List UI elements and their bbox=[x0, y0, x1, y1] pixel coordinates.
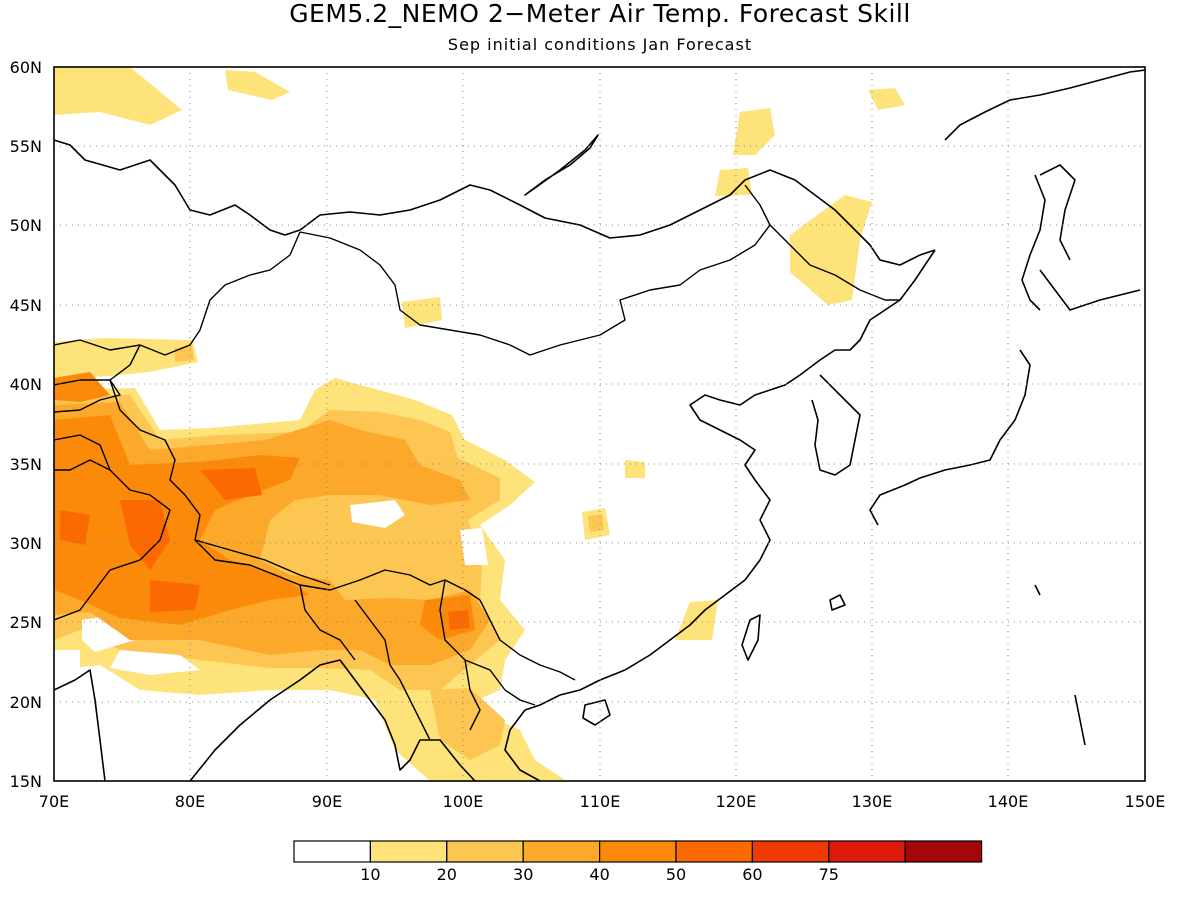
lon-tick-label: 120E bbox=[716, 792, 757, 811]
colorbar-swatch bbox=[751, 840, 830, 863]
colorbar-swatch bbox=[293, 840, 372, 863]
map-area bbox=[54, 67, 1145, 781]
lat-tick-label: 35N bbox=[10, 455, 42, 474]
lon-tick-label: 70E bbox=[39, 792, 69, 811]
colorbar-label: 40 bbox=[589, 865, 609, 884]
colorbar: 10 20 30 40 50 60 75 bbox=[293, 840, 983, 884]
lat-tick-label: 15N bbox=[10, 772, 42, 791]
skill-shading-10-20 bbox=[54, 67, 905, 781]
lat-tick-label: 60N bbox=[10, 58, 42, 77]
latitude-tick-labels: 60N 55N 50N 45N 40N 35N 30N 25N 20N 15N bbox=[10, 58, 42, 791]
lon-tick-label: 100E bbox=[443, 792, 484, 811]
colorbar-label: 75 bbox=[819, 865, 839, 884]
figure-subtitle: Sep initial conditions Jan Forecast bbox=[448, 35, 752, 54]
lat-tick-label: 50N bbox=[10, 216, 42, 235]
longitude-tick-labels: 70E 80E 90E 100E 110E 120E 130E 140E 150… bbox=[39, 792, 1166, 811]
colorbar-label: 30 bbox=[513, 865, 533, 884]
colorbar-swatch bbox=[369, 840, 448, 863]
national-borders bbox=[54, 184, 900, 741]
colorbar-label: 60 bbox=[742, 865, 762, 884]
colorbar-label: 20 bbox=[437, 865, 457, 884]
lon-tick-label: 110E bbox=[580, 792, 621, 811]
colorbar-label: 10 bbox=[360, 865, 380, 884]
colorbar-swatch bbox=[904, 840, 983, 863]
colorbar-swatch bbox=[598, 840, 677, 863]
lon-tick-label: 130E bbox=[852, 792, 893, 811]
lat-tick-label: 25N bbox=[10, 613, 42, 632]
skill-shading-40-50 bbox=[54, 372, 475, 640]
colorbar-swatch bbox=[446, 840, 524, 863]
lat-lon-grid bbox=[54, 67, 1145, 781]
skill-shading-50-60 bbox=[60, 468, 470, 630]
colorbar-swatch bbox=[675, 840, 754, 863]
colorbar-label: 50 bbox=[666, 865, 686, 884]
lon-tick-label: 80E bbox=[175, 792, 205, 811]
lat-tick-label: 45N bbox=[10, 296, 42, 315]
lon-tick-label: 90E bbox=[312, 792, 342, 811]
lon-tick-label: 150E bbox=[1125, 792, 1166, 811]
lat-tick-label: 30N bbox=[10, 534, 42, 553]
lat-tick-label: 40N bbox=[10, 375, 42, 394]
map-frame bbox=[53, 66, 1146, 782]
colorbar-swatch bbox=[522, 840, 601, 863]
skill-shading-below-10 bbox=[54, 500, 488, 680]
figure-title: GEM5.2_NEMO 2−Meter Air Temp. Forecast S… bbox=[289, 0, 911, 28]
lat-tick-label: 55N bbox=[10, 137, 42, 156]
colorbar-swatch bbox=[828, 840, 906, 863]
lon-tick-label: 140E bbox=[988, 792, 1029, 811]
coastlines bbox=[54, 69, 1145, 781]
lat-tick-label: 20N bbox=[10, 693, 42, 712]
